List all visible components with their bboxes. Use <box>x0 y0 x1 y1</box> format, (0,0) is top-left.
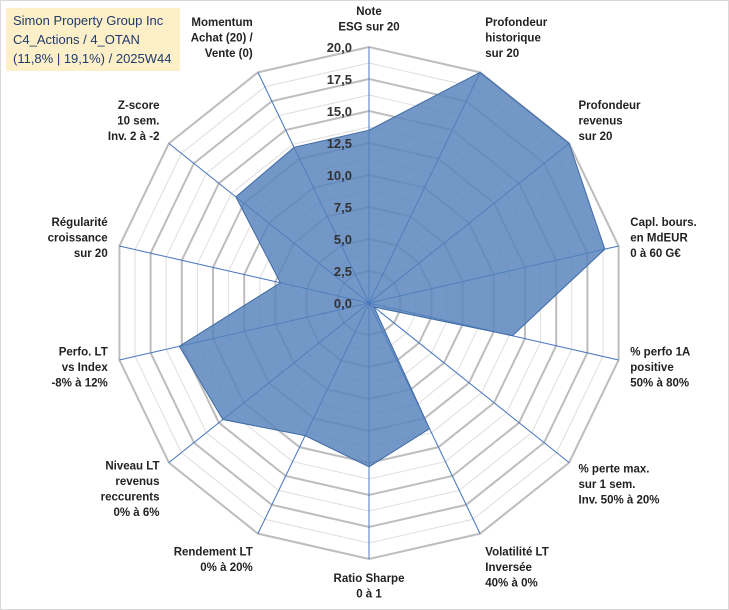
radial-tick-label: 20,0 <box>327 40 352 55</box>
axis-spoke-overlay <box>368 302 481 534</box>
data-area <box>178 71 606 468</box>
info-category: C4_Actions / 4_OTAN <box>13 32 140 47</box>
axis-spoke-overlay <box>368 245 619 304</box>
info-box: Simon Property Group Inc C4_Actions / 4_… <box>6 8 180 71</box>
axis-spoke-overlay <box>368 143 570 304</box>
axis-label: % perfo 1A positive 50% à 80% <box>630 347 690 390</box>
axis-label: Profondeur revenus sur 20 <box>579 100 641 143</box>
radial-tick-label: 5,0 <box>334 232 352 247</box>
radial-tick-label: 7,5 <box>334 200 352 215</box>
axis-label: Ratio Sharpe 0 à 1 <box>334 573 405 601</box>
axis-spoke-overlay <box>368 72 481 304</box>
axis-spoke-overlay <box>257 72 370 304</box>
axis-label: Z-score 10 sem. Inv. 2 à -2 <box>108 100 160 143</box>
axis-spoke-overlay <box>257 302 370 534</box>
axis-spoke-overlay <box>368 302 570 463</box>
radial-tick-label: 10,0 <box>327 168 352 183</box>
axis-label: Perfo. LT vs Index -8% à 12% <box>51 347 108 390</box>
radial-tick-label: 2,5 <box>334 264 352 279</box>
radial-tick-label: 0,0 <box>334 296 352 311</box>
axis-spoke-overlay <box>368 302 619 361</box>
axis-label: % perte max. sur 1 sem. Inv. 50% à 20% <box>579 463 660 506</box>
axis-spoke-overlay <box>168 302 370 463</box>
axis-label: Profondeur historique sur 20 <box>485 17 547 60</box>
axis-spoke-overlay <box>168 143 370 304</box>
radial-tick-label: 17,5 <box>327 72 352 87</box>
radial-tick-label: 15,0 <box>327 104 352 119</box>
axis-label: Niveau LT revenus reccurents 0% à 6% <box>101 460 160 519</box>
axis-label: Régularité croissance sur 20 <box>48 217 108 260</box>
axis-label: Volatilité LT Inversée 40% à 0% <box>485 546 548 589</box>
axis-spoke-overlay <box>119 302 370 361</box>
info-performance: (11,8% | 19,1%) / 2025W44 <box>13 51 172 66</box>
axis-spoke-overlay <box>119 245 370 304</box>
axis-label: Note ESG sur 20 <box>338 6 399 34</box>
radial-tick-label: 12,5 <box>327 136 352 151</box>
axis-label: Momentum Achat (20) / Vente (0) <box>191 17 254 60</box>
axis-label: Rendement LT 0% à 20% <box>174 546 253 574</box>
axis-label: Capl. bours. en MdEUR 0 à 60 G€ <box>630 217 696 260</box>
info-company: Simon Property Group Inc <box>13 13 164 28</box>
